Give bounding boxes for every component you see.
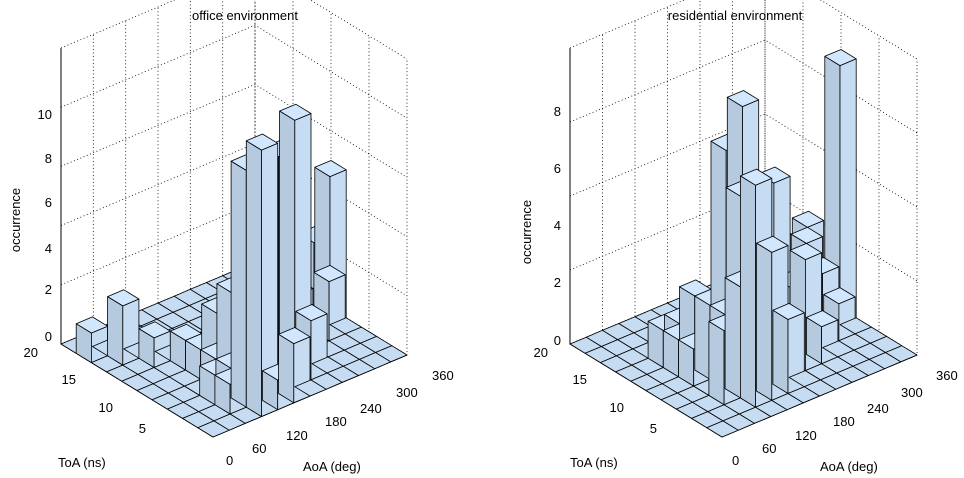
bar-side [245, 140, 262, 417]
y-tick: 15 [62, 372, 76, 387]
bar-side [694, 295, 711, 380]
bar [138, 321, 171, 368]
bar-top [245, 133, 279, 151]
ticks-right: 0 2 4 6 8 20 15 10 5 0 60 120 180 240 30… [534, 104, 958, 468]
y-tick: 20 [24, 345, 38, 360]
bar-front [821, 319, 839, 365]
x-tick: 300 [396, 385, 418, 400]
z-axis-label: occurrence [519, 200, 534, 264]
x-axis-label: AoA (deg) [303, 459, 361, 474]
x-tick: 180 [325, 414, 347, 429]
bars-right [569, 49, 918, 438]
bar-top [740, 168, 773, 186]
z-tick: 2 [554, 275, 561, 290]
x-tick: 180 [833, 414, 855, 429]
bar-top [295, 304, 328, 322]
grid-line [60, 83, 408, 178]
bar-top [824, 49, 857, 66]
x-tick: 60 [252, 441, 266, 456]
bar-top [789, 242, 822, 261]
bar-top [790, 226, 823, 244]
bar [245, 133, 279, 417]
bar-side [230, 160, 247, 408]
grid-line [60, 0, 408, 60]
bar [885, 345, 918, 363]
bar-side [708, 320, 725, 406]
grid-line [569, 0, 918, 60]
y-tick: 15 [573, 372, 587, 387]
bar-front [839, 58, 857, 326]
x-tick: 0 [226, 453, 233, 468]
bar-top [772, 302, 805, 320]
x-tick: 360 [432, 368, 454, 383]
bar [375, 345, 408, 363]
bar-side [756, 242, 773, 401]
bar-top [107, 289, 140, 307]
z-tick: 2 [45, 282, 52, 297]
bar-top [756, 235, 789, 253]
bar-top [75, 316, 108, 334]
bar-side [740, 175, 756, 408]
x-tick: 240 [360, 401, 382, 416]
bar-top [313, 264, 346, 283]
bar-top [314, 160, 347, 178]
y-tick: 5 [139, 421, 146, 436]
chart-title: office environment [192, 8, 298, 23]
grid-line [569, 39, 918, 134]
bar-top [279, 103, 312, 121]
ticks-left: 0 2 4 6 8 10 20 15 10 5 0 60 120 180 240… [24, 107, 454, 468]
bar-side [278, 333, 295, 404]
z-tick: 6 [554, 161, 561, 176]
z-tick: 4 [554, 218, 561, 233]
x-tick: 360 [936, 368, 958, 383]
bar-side [107, 296, 124, 366]
bar-top [806, 310, 839, 328]
y-axis-label: ToA (ns) [58, 455, 106, 470]
y-tick: 10 [610, 400, 624, 415]
bars-left [60, 103, 408, 438]
z-tick: 8 [554, 104, 561, 119]
y-tick: 5 [650, 421, 657, 436]
bar [75, 316, 108, 364]
bar [824, 49, 857, 326]
z-axis-label: occurrence [8, 188, 23, 252]
z-tick: 6 [45, 195, 52, 210]
bar-top [138, 321, 171, 339]
x-tick: 120 [286, 428, 308, 443]
bar-side [772, 309, 789, 394]
chart-title: residential environment [668, 8, 803, 23]
bar [806, 310, 839, 365]
bar-top [823, 287, 856, 305]
bar-top [278, 327, 311, 345]
y-axis-label: ToA (ns) [570, 455, 618, 470]
y-tick: 10 [99, 400, 113, 415]
bar-top [726, 90, 760, 107]
x-tick: 60 [762, 441, 776, 456]
z-tick: 10 [38, 107, 52, 122]
bar-floor [375, 345, 408, 363]
x-tick: 240 [867, 401, 889, 416]
bar-side [724, 277, 741, 399]
plot-residential: residential environment occurrence ToA (… [519, 0, 958, 474]
x-tick: 120 [795, 428, 817, 443]
x-tick: 300 [901, 385, 923, 400]
plot-office: office environment occurrence ToA (ns) A… [8, 0, 454, 474]
z-tick: 4 [45, 241, 52, 256]
z-tick: 8 [45, 151, 52, 166]
y-tick: 20 [534, 345, 548, 360]
grid-line [60, 24, 408, 119]
x-axis-label: AoA (deg) [820, 459, 878, 474]
z-tick: 0 [45, 329, 52, 344]
x-tick: 0 [732, 453, 739, 468]
bar-top [791, 210, 825, 228]
z-tick: 0 [554, 333, 561, 348]
bar-floor [885, 345, 918, 363]
